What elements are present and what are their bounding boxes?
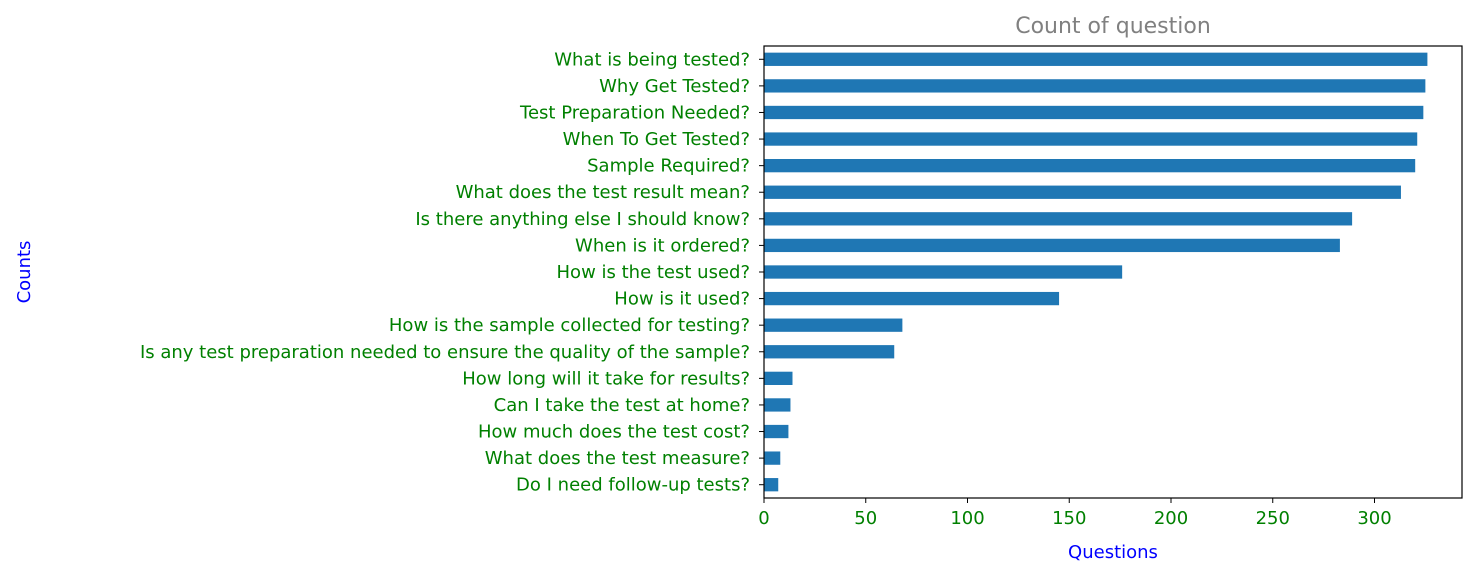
x-ticks: 0 50 100 150 200 250 300 bbox=[758, 498, 1392, 529]
bar bbox=[764, 238, 1340, 253]
bar bbox=[764, 318, 903, 332]
y-tick-label: Is there anything else I should know? bbox=[415, 209, 750, 230]
y-tick-label: Why Get Tested? bbox=[599, 76, 750, 97]
bar bbox=[764, 185, 1401, 199]
x-tick-label: 200 bbox=[1154, 508, 1188, 529]
y-tick-label: What is being tested? bbox=[554, 49, 750, 70]
x-tick-label: 100 bbox=[950, 508, 984, 529]
bar bbox=[764, 371, 793, 385]
bar bbox=[764, 291, 1060, 306]
y-tick-label: When To Get Tested? bbox=[563, 129, 750, 150]
y-tick-label: How is the sample collected for testing? bbox=[389, 315, 750, 336]
y-tick-label: Can I take the test at home? bbox=[494, 395, 750, 416]
axes-frame bbox=[763, 45, 1463, 499]
y-tick-label: Test Preparation Needed? bbox=[519, 102, 750, 123]
bar bbox=[764, 212, 1353, 226]
bar bbox=[764, 79, 1426, 93]
y-tick-label: How is the test used? bbox=[557, 262, 750, 283]
y-tick-label: Do I need follow-up tests? bbox=[516, 475, 750, 496]
x-tick-label: 250 bbox=[1256, 508, 1290, 529]
y-tick-label: How long will it take for results? bbox=[462, 368, 750, 389]
x-tick-label: 0 bbox=[758, 508, 769, 529]
bar bbox=[764, 159, 1416, 173]
bars bbox=[764, 52, 1428, 492]
bar bbox=[764, 424, 789, 439]
y-tick-label: How is it used? bbox=[614, 289, 750, 310]
bar bbox=[764, 132, 1418, 146]
y-tick-label: Is any test preparation needed to ensure… bbox=[140, 342, 750, 363]
y-tick-label: How much does the test cost? bbox=[478, 422, 750, 443]
y-tick-label: Sample Required? bbox=[587, 156, 750, 177]
y-axis-label: Counts bbox=[14, 241, 35, 304]
x-tick-label: 300 bbox=[1357, 508, 1391, 529]
bar bbox=[764, 398, 791, 412]
bar bbox=[764, 52, 1428, 66]
x-tick-label: 50 bbox=[854, 508, 877, 529]
bar bbox=[764, 478, 779, 492]
y-tick-labels: What is being tested? Why Get Tested? Test… bbox=[140, 49, 764, 496]
y-tick-label: What does the test measure? bbox=[485, 448, 750, 469]
bar bbox=[764, 265, 1123, 279]
bar bbox=[764, 345, 895, 359]
y-tick-label: What does the test result mean? bbox=[456, 182, 750, 203]
bar bbox=[764, 105, 1424, 120]
y-tick-label: When is it ordered? bbox=[575, 235, 750, 256]
chart-title: Count of question bbox=[1015, 14, 1211, 39]
x-axis-label: Questions bbox=[1068, 542, 1158, 563]
x-tick-label: 150 bbox=[1052, 508, 1086, 529]
bar bbox=[764, 451, 781, 465]
